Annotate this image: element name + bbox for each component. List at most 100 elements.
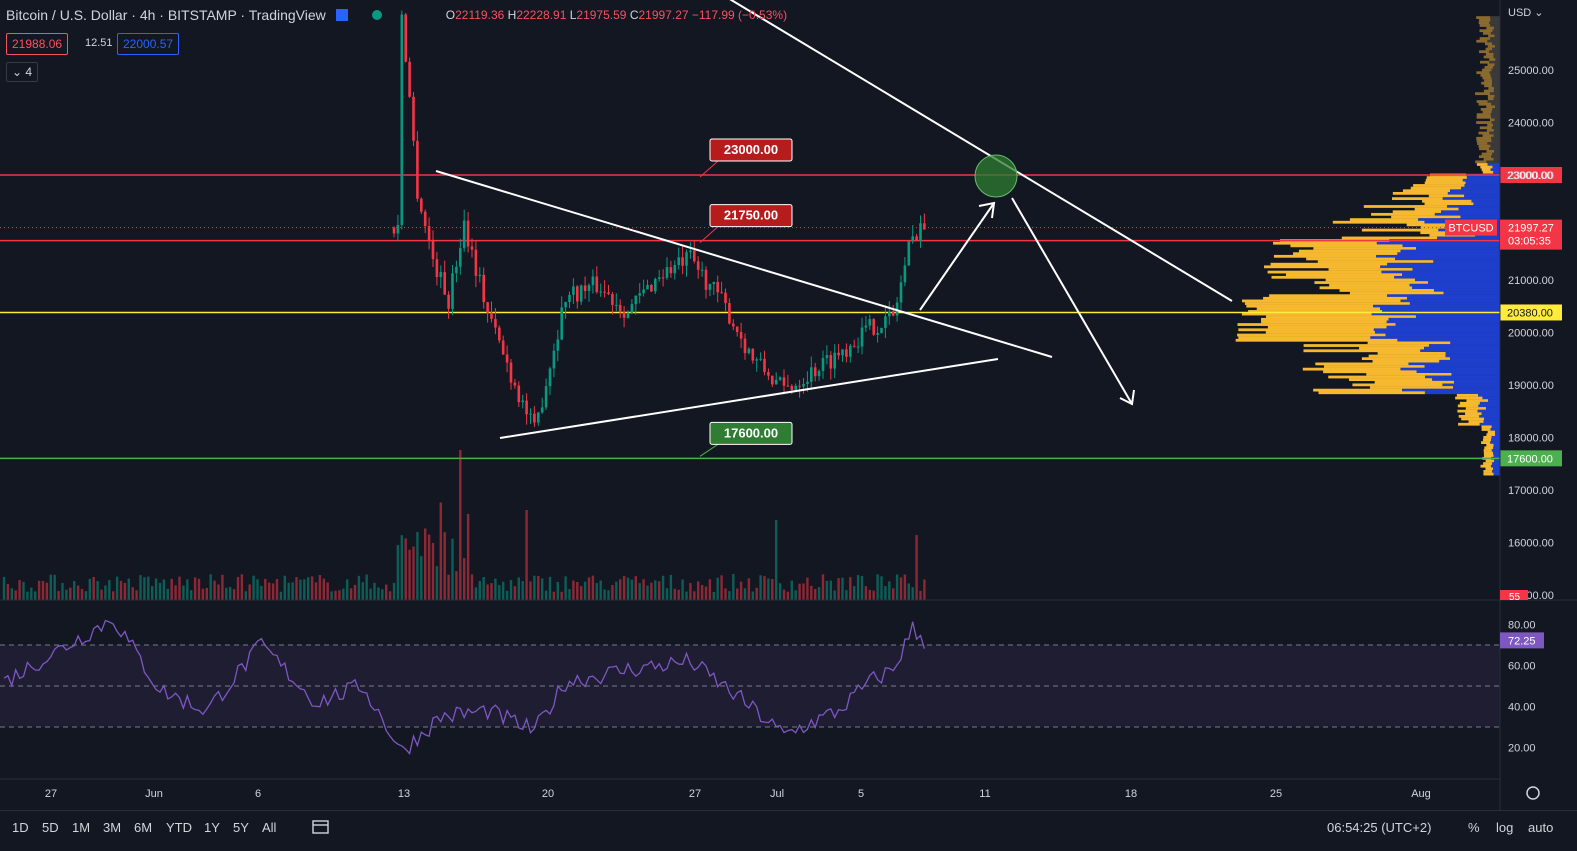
- candle-body: [579, 285, 583, 302]
- time-tick-label: 11: [979, 788, 990, 800]
- volume-bar: [556, 581, 559, 600]
- flag-icon: [335, 9, 348, 21]
- timeframe-1d-button[interactable]: 1D: [12, 820, 29, 835]
- clock-readout[interactable]: 06:54:25 (UTC+2): [1327, 820, 1432, 835]
- volume-bar: [712, 591, 715, 600]
- candle-body: [447, 294, 450, 309]
- calendar-range-icon[interactable]: [312, 819, 330, 835]
- timeframe-5d-button[interactable]: 5D: [42, 820, 59, 835]
- candle-body: [810, 367, 813, 382]
- candle-body: [498, 327, 501, 341]
- candle-body: [821, 358, 825, 371]
- horizontal-levels: 23000.00 21750.00 17600.00: [0, 138, 1500, 460]
- candle-body: [607, 292, 610, 294]
- volume-bar: [677, 589, 680, 600]
- volume-bar: [638, 583, 641, 600]
- high-value: 22228.91: [516, 8, 567, 22]
- volume-bar: [221, 574, 224, 600]
- indicators-toggle[interactable]: ⌄ 4: [6, 62, 38, 82]
- volume-bar: [84, 591, 88, 600]
- volume-bar: [310, 576, 314, 600]
- candle-body: [462, 220, 466, 249]
- candle-body: [657, 277, 661, 279]
- volume-bar: [318, 575, 322, 600]
- candle-body: [767, 372, 770, 376]
- current-price-tag: [1500, 219, 1562, 250]
- timeframe-3m-button[interactable]: 3M: [103, 820, 122, 835]
- time-tick-label: 25: [1270, 788, 1282, 800]
- volume-bar: [342, 588, 345, 600]
- candle-body: [587, 285, 591, 292]
- volume-bar: [572, 580, 575, 600]
- volume-bar: [225, 587, 228, 600]
- volume-bar: [661, 575, 665, 600]
- volume-bar: [369, 588, 372, 600]
- candle-body: [423, 211, 427, 227]
- candle-body: [693, 250, 696, 262]
- volume-bar: [427, 534, 431, 600]
- candle-body: [704, 269, 708, 290]
- candle-body: [654, 278, 657, 292]
- volume-bar: [509, 580, 513, 600]
- candle-body: [907, 241, 911, 266]
- change-value: −117.99 (−0.53%): [691, 8, 788, 22]
- timeframe-ytd-button[interactable]: YTD: [166, 820, 192, 835]
- timeframe-all-button[interactable]: All: [262, 820, 277, 835]
- timeframe-5y-button[interactable]: 5Y: [233, 820, 249, 835]
- timeframe-1m-button[interactable]: 1M: [72, 820, 91, 835]
- percent-toggle[interactable]: %: [1468, 820, 1480, 835]
- ask-price-button[interactable]: 22000.57: [117, 33, 180, 55]
- volume-bar: [439, 502, 442, 600]
- candle-body: [708, 283, 712, 290]
- candle-body: [494, 318, 497, 328]
- candle-body: [743, 338, 747, 354]
- volume-bar: [837, 578, 840, 600]
- candle-body: [466, 220, 470, 247]
- level-axis-label: 17600.00: [1507, 453, 1553, 465]
- volume-bar: [412, 546, 415, 600]
- volume-bar: [2, 576, 6, 600]
- volume-bar: [736, 588, 739, 600]
- level-tag-leader: [699, 226, 719, 243]
- volume-bar: [564, 576, 567, 600]
- volume-bar: [65, 589, 68, 600]
- volume-bar: [650, 582, 653, 600]
- auto-toggle[interactable]: auto: [1528, 820, 1554, 835]
- rsi-line: [3, 619, 926, 755]
- level-tag-label: 23000.00: [724, 142, 778, 157]
- volume-bar: [919, 590, 922, 600]
- settings-gear-icon[interactable]: [1526, 786, 1540, 800]
- candle-body: [786, 385, 790, 387]
- candle-body: [552, 350, 556, 369]
- volume-bar: [30, 587, 33, 600]
- volume-bar: [814, 588, 817, 600]
- volume-bar: [876, 574, 879, 600]
- volume-bar: [154, 578, 158, 600]
- volume-bar: [143, 577, 146, 600]
- timeframe-6m-button[interactable]: 6M: [134, 820, 153, 835]
- candle-body: [911, 236, 914, 242]
- candle-body: [622, 312, 626, 318]
- volume-bar: [771, 578, 774, 600]
- volume-bar: [53, 574, 56, 600]
- candle-body: [486, 302, 489, 313]
- candle-body: [595, 276, 599, 292]
- candle-body: [420, 198, 423, 212]
- volume-bar: [474, 587, 478, 600]
- volume-bar: [903, 574, 907, 600]
- volume-bar: [630, 579, 634, 600]
- volume-bar: [26, 591, 29, 600]
- level-tag: [709, 421, 793, 445]
- log-toggle[interactable]: log: [1496, 820, 1514, 835]
- bid-price-button[interactable]: 21988.06: [6, 33, 69, 55]
- volume-bar: [291, 582, 294, 600]
- candle-body: [923, 223, 926, 230]
- volume-bar: [798, 583, 801, 600]
- candle-body: [482, 274, 485, 303]
- timeframe-1y-button[interactable]: 1Y: [204, 820, 220, 835]
- candle-body: [868, 319, 872, 326]
- volume-bar: [673, 588, 676, 600]
- symbol-title[interactable]: Bitcoin / U.S. Dollar · 4h · BITSTAMP · …: [6, 7, 326, 23]
- candle-body: [665, 267, 669, 278]
